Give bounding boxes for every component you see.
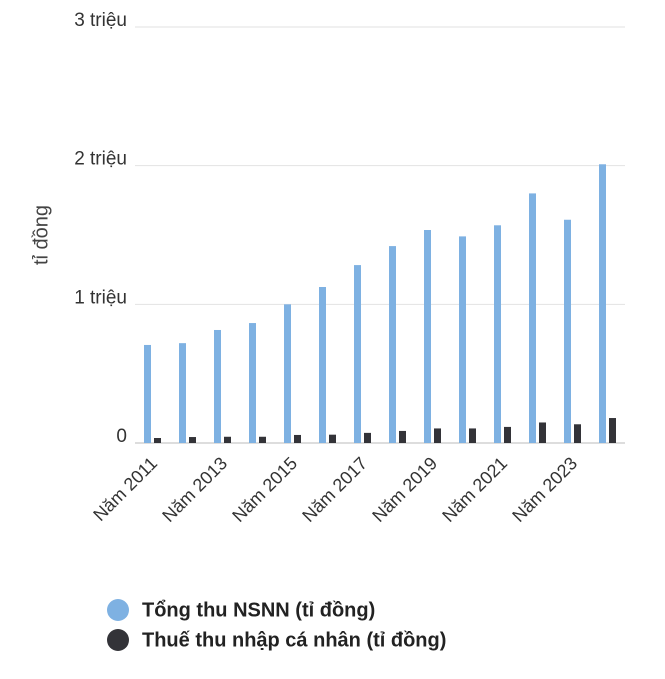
y-tick-label: 2 triệu: [74, 149, 127, 170]
x-tick-label: Năm 2011: [89, 453, 161, 525]
bar: [494, 225, 501, 443]
bar: [469, 428, 476, 443]
bar: [319, 287, 326, 443]
y-tick-label: 0: [116, 426, 127, 447]
legend-label: Tổng thu NSNN (tỉ đồng): [142, 599, 375, 621]
bar: [599, 164, 606, 443]
y-tick-label: 1 triệu: [74, 287, 127, 308]
bar: [189, 437, 196, 443]
bar: [294, 434, 301, 443]
bar: [249, 323, 256, 443]
bar: [529, 193, 536, 443]
x-tick-label: Năm 2015: [228, 453, 301, 526]
x-tick-label: Năm 2021: [438, 453, 511, 526]
x-tick-label: Năm 2013: [158, 453, 231, 526]
bar: [214, 329, 221, 443]
bar: [389, 246, 396, 443]
y-axis-label: tỉ đồng: [30, 205, 52, 265]
bar: [144, 344, 151, 443]
bar: [364, 432, 371, 443]
bar: [179, 343, 186, 443]
bar: [459, 236, 466, 443]
bar: [539, 422, 546, 443]
bar: [504, 426, 511, 443]
bar: [399, 430, 406, 443]
x-tick-label: Năm 2017: [298, 453, 371, 526]
y-tick-label: 3 triệu: [74, 10, 127, 31]
bar: [424, 230, 431, 443]
bar: [259, 436, 266, 443]
bar: [609, 418, 616, 443]
bar: [434, 428, 441, 443]
x-tick-label: Năm 2019: [368, 453, 441, 526]
bar: [224, 436, 231, 443]
bar: [354, 265, 361, 443]
legend-marker: [107, 599, 129, 621]
bar: [574, 424, 581, 443]
x-tick-label: Năm 2023: [508, 453, 581, 526]
bar: [154, 438, 161, 443]
legend-marker: [107, 629, 129, 651]
bar: [284, 304, 291, 443]
bar: [329, 434, 336, 443]
legend-label: Thuế thu nhập cá nhân (tỉ đồng): [142, 629, 446, 651]
bar: [564, 219, 571, 443]
